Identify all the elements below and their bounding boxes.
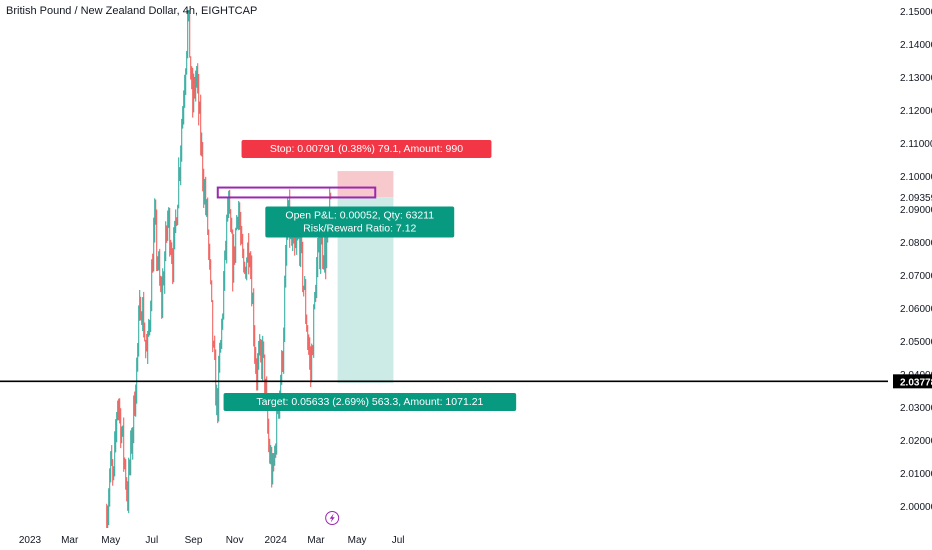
stop-zone[interactable] [337,171,394,198]
price-tick-label: 2.11000 [900,139,932,150]
price-tick-label: 2.06000 [900,304,932,315]
price-tick-label: 2.00000 [900,502,932,513]
stop-label-text: Stop: 0.00791 (0.38%) 79.1, Amount: 990 [270,143,463,155]
price-tick-label: 2.10000 [900,172,932,183]
time-tick-label: Mar [307,535,325,546]
pnl-label-text: Risk/Reward Ratio: 7.12 [303,223,416,235]
price-tick-label: 2.01000 [900,469,932,480]
price-axis[interactable]: 2.15000 2.14000 2.13000 2.12000 2.11000 2.100… [893,7,932,513]
time-tick-label: May [348,535,367,546]
stop-label[interactable]: Stop: 0.00791 (0.38%) 79.1, Amount: 990 [241,140,492,158]
chart-title: British Pound / New Zealand Dollar, 4h, … [6,5,258,17]
target-label[interactable]: Target: 0.05633 (2.69%) 563.3, Amount: 1… [223,393,517,411]
price-tick-label: 2.05000 [900,337,932,348]
time-tick-label: Nov [226,535,244,546]
time-tick-label: Sep [185,535,203,546]
time-tick-label: Jul [145,535,158,546]
pnl-label[interactable]: Open P&L: 0.00052, Qty: 63211Risk/Reward… [265,206,455,238]
position-zones [337,171,394,384]
resistance-box[interactable] [216,186,377,199]
price-tick-label: 2.03000 [900,403,932,414]
price-tick-label: 2.14000 [900,40,932,51]
price-tick-label: 2.02000 [900,436,932,447]
lightning-icon[interactable] [325,511,340,525]
time-tick-label: May [101,535,120,546]
support-price-badge [893,374,932,389]
time-tick-label: Jul [392,535,405,546]
current-price-label: 2.09359 [900,193,932,204]
overlays-layer [0,186,888,525]
price-tick-label: 2.15000 [900,7,932,18]
candles-layer [106,10,332,528]
time-tick-label: 2024 [265,535,288,546]
price-tick-label: 2.13000 [900,73,932,84]
pnl-label-text: Open P&L: 0.00052, Qty: 63211 [285,210,434,222]
target-label-text: Target: 0.05633 (2.69%) 563.3, Amount: 1… [256,396,483,408]
price-tick-label: 2.07000 [900,271,932,282]
support-price-label: 2.03778 [900,377,932,388]
price-tick-label: 2.08000 [900,238,932,249]
price-tick-label: 2.09000 [900,205,932,216]
position-labels: Stop: 0.00791 (0.38%) 79.1, Amount: 990 O… [223,140,517,411]
time-tick-label: 2023 [19,535,42,546]
time-axis[interactable]: 2023 Mar May Jul Sep Nov 2024 Mar May Jul [19,535,405,546]
time-tick-label: Mar [61,535,79,546]
price-tick-label: 2.12000 [900,106,932,117]
